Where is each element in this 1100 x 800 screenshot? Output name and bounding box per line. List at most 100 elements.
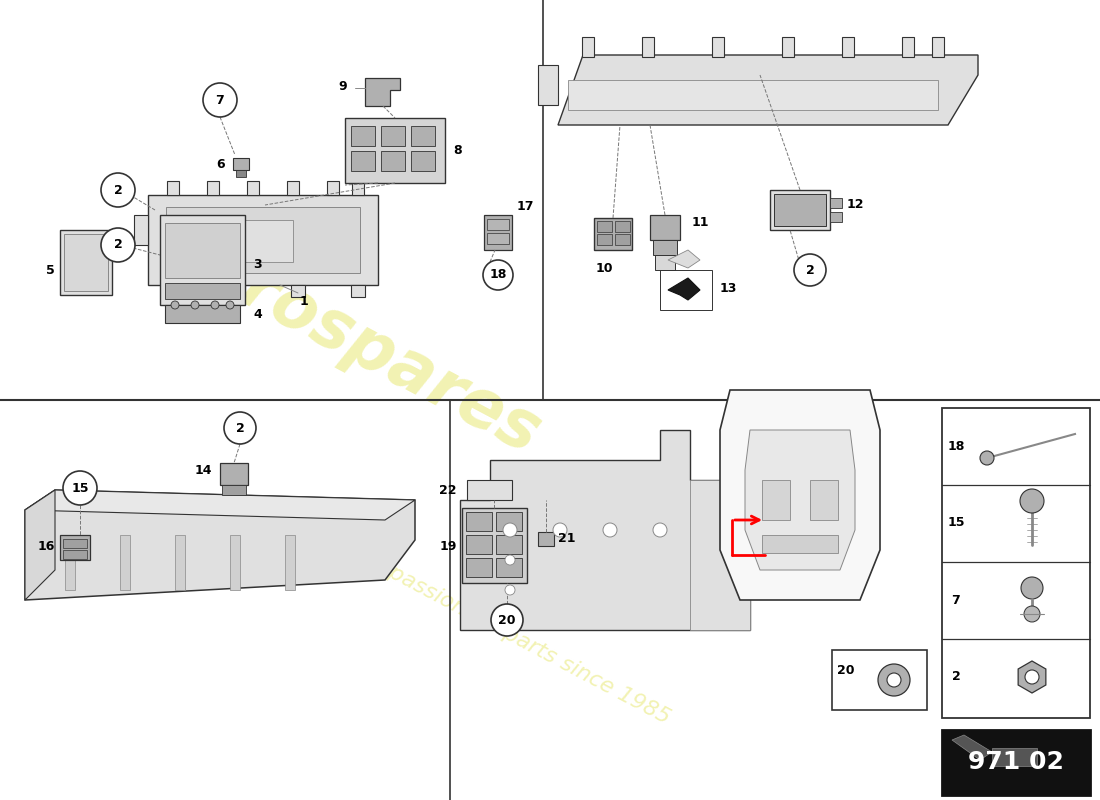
Bar: [165, 223, 240, 278]
Bar: [942, 730, 1090, 795]
Circle shape: [603, 523, 617, 537]
Text: 15: 15: [947, 517, 965, 530]
Bar: [120, 535, 130, 590]
Text: 4: 4: [253, 307, 262, 321]
Circle shape: [204, 83, 236, 117]
Bar: [538, 532, 554, 546]
Bar: [597, 234, 612, 245]
Bar: [466, 535, 492, 554]
Bar: [642, 37, 654, 57]
Bar: [287, 181, 299, 195]
Bar: [462, 508, 527, 583]
Text: 2: 2: [113, 183, 122, 197]
Bar: [351, 285, 365, 297]
Bar: [351, 151, 375, 171]
Bar: [810, 480, 838, 520]
Polygon shape: [952, 735, 992, 760]
Polygon shape: [365, 78, 400, 106]
Text: 11: 11: [692, 217, 710, 230]
Text: 15: 15: [72, 482, 89, 494]
Polygon shape: [25, 490, 415, 600]
Text: 2: 2: [113, 238, 122, 251]
Bar: [63, 539, 87, 548]
Text: 21: 21: [558, 533, 575, 546]
Bar: [345, 118, 446, 183]
Bar: [762, 535, 838, 553]
Bar: [285, 535, 295, 590]
Bar: [496, 535, 522, 554]
Circle shape: [224, 412, 256, 444]
Circle shape: [226, 301, 234, 309]
Polygon shape: [745, 430, 855, 570]
Bar: [220, 463, 248, 485]
Bar: [236, 170, 246, 177]
Bar: [466, 558, 492, 577]
Circle shape: [191, 301, 199, 309]
Bar: [653, 240, 676, 255]
Bar: [932, 37, 944, 57]
Bar: [65, 535, 75, 590]
Polygon shape: [25, 490, 55, 600]
Bar: [148, 195, 378, 285]
Circle shape: [483, 260, 513, 290]
Bar: [774, 194, 826, 226]
Bar: [233, 158, 249, 170]
Bar: [207, 181, 219, 195]
Bar: [782, 37, 794, 57]
Bar: [134, 215, 148, 245]
Circle shape: [553, 523, 566, 537]
Bar: [60, 230, 112, 295]
Bar: [538, 65, 558, 105]
Text: 12: 12: [847, 198, 865, 211]
Bar: [594, 218, 632, 250]
Text: 8: 8: [453, 143, 462, 157]
Text: 18: 18: [490, 269, 507, 282]
Bar: [248, 181, 258, 195]
Bar: [468, 480, 512, 500]
Circle shape: [1024, 606, 1040, 622]
Text: 6: 6: [217, 158, 226, 170]
Bar: [487, 233, 509, 244]
Text: eurospares: eurospares: [148, 212, 551, 468]
Bar: [568, 80, 938, 110]
Bar: [770, 190, 830, 230]
Text: 2: 2: [805, 263, 814, 277]
Text: 22: 22: [440, 483, 456, 497]
Bar: [842, 37, 854, 57]
Text: 20: 20: [498, 614, 516, 626]
Circle shape: [63, 471, 97, 505]
Bar: [411, 151, 434, 171]
Text: 2: 2: [235, 422, 244, 434]
Text: 18: 18: [947, 439, 965, 453]
Circle shape: [170, 301, 179, 309]
Circle shape: [503, 523, 517, 537]
Polygon shape: [654, 255, 675, 270]
Bar: [165, 305, 240, 323]
Polygon shape: [558, 55, 978, 125]
Circle shape: [211, 301, 219, 309]
Bar: [992, 748, 1037, 766]
Circle shape: [101, 228, 135, 262]
Bar: [381, 126, 405, 146]
Text: 1: 1: [300, 295, 309, 308]
Text: 3: 3: [253, 258, 262, 271]
Bar: [381, 151, 405, 171]
Bar: [175, 535, 185, 590]
Circle shape: [1021, 577, 1043, 599]
Text: 7: 7: [952, 594, 960, 606]
Bar: [712, 37, 724, 57]
Text: a passion for parts since 1985: a passion for parts since 1985: [366, 552, 673, 728]
Bar: [170, 285, 185, 297]
Circle shape: [794, 254, 826, 286]
Bar: [830, 198, 842, 208]
Text: 16: 16: [37, 541, 55, 554]
Text: 17: 17: [517, 201, 535, 214]
Polygon shape: [720, 390, 880, 600]
Bar: [230, 535, 240, 590]
Bar: [64, 234, 108, 291]
Circle shape: [505, 555, 515, 565]
Bar: [466, 512, 492, 531]
Bar: [231, 285, 245, 297]
Text: 20: 20: [837, 663, 855, 677]
Polygon shape: [668, 250, 700, 268]
